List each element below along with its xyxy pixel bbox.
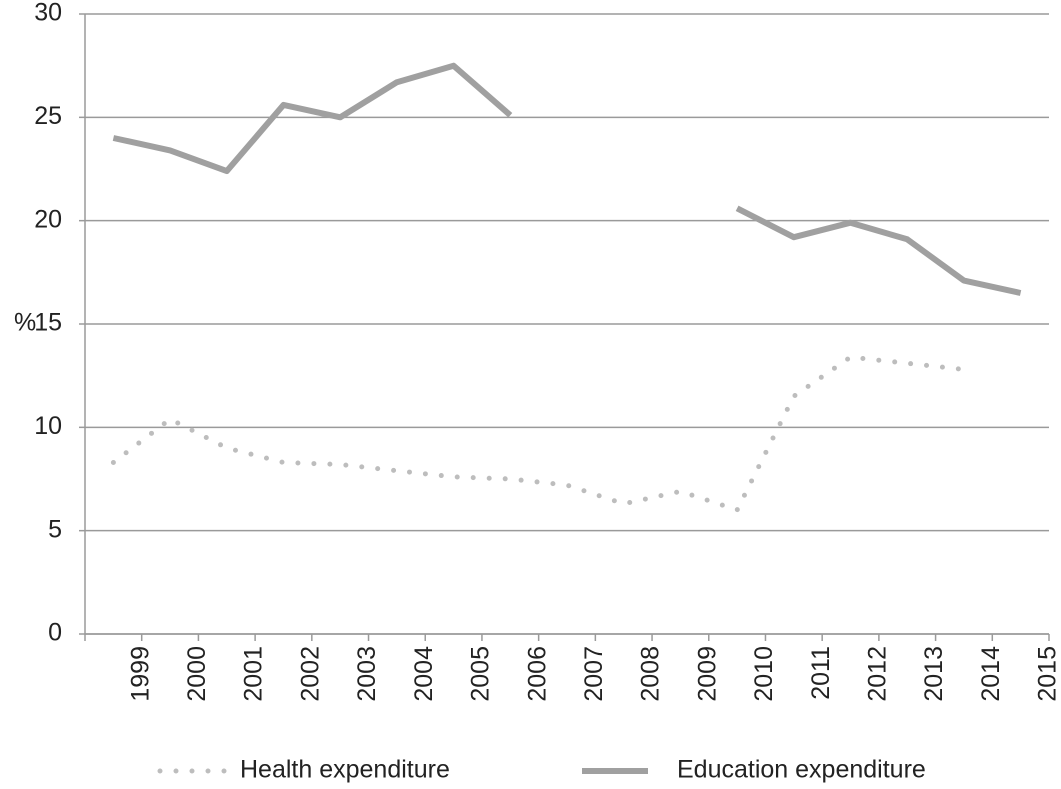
y-tick-label: 25: [34, 102, 62, 130]
x-tick-label: 2004: [410, 646, 438, 702]
x-tick-label: 2000: [183, 646, 211, 702]
x-tick-label: 2007: [580, 646, 608, 702]
y-tick-label: 20: [34, 205, 62, 233]
x-tick-label: 2003: [353, 646, 381, 702]
y-tick-label: 5: [48, 515, 62, 543]
legend-label: Health expenditure: [240, 756, 450, 784]
x-tick-label: 2011: [807, 646, 835, 700]
x-tick-label: 2014: [977, 646, 1005, 702]
x-tick-label: 2001: [240, 646, 268, 702]
series-line: [110, 354, 967, 513]
y-tick-label: 30: [34, 0, 62, 27]
x-tick-label: 2013: [920, 646, 948, 702]
x-tick-label: 2012: [863, 646, 891, 702]
x-tick-label: 2015: [1034, 646, 1061, 702]
x-tick-label: 2005: [467, 646, 495, 702]
x-tick-label: 2009: [693, 646, 721, 702]
y-tick-label: 15: [34, 309, 62, 337]
y-tick-label: 0: [48, 619, 62, 647]
x-tick-label: 2008: [637, 646, 665, 702]
series-line: [112, 62, 1022, 296]
x-tick-label: 1999: [126, 646, 154, 702]
x-tick-label: 2010: [750, 646, 778, 702]
x-tick-label: 2002: [296, 646, 324, 702]
y-axis-label: %: [14, 309, 36, 337]
legend-label: Education expenditure: [677, 756, 926, 784]
x-tick-label: 2006: [523, 646, 551, 702]
y-tick-label: 10: [34, 412, 62, 440]
